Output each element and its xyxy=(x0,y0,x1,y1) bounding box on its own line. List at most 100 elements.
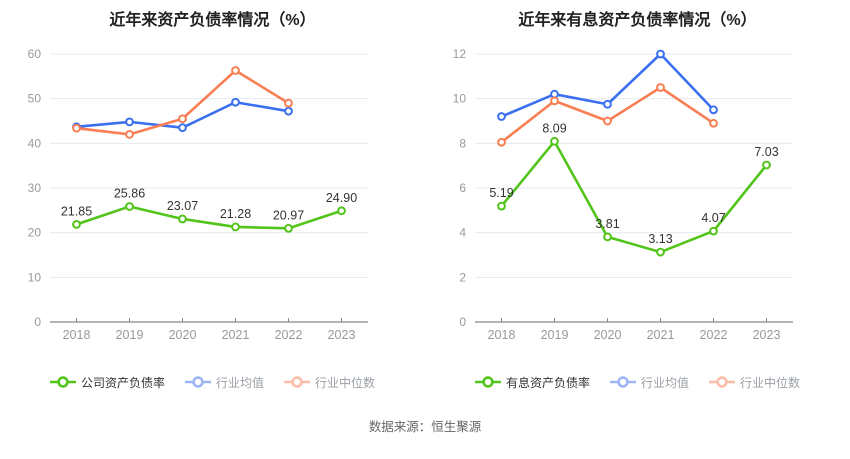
company-series-line xyxy=(500,140,768,254)
legend-label: 公司资产负债率 xyxy=(80,375,165,390)
legend-item-company[interactable]: 公司资产负债率 xyxy=(49,374,165,391)
industry_median-series[interactable] xyxy=(497,83,718,147)
y-axis-tick-label: 8 xyxy=(459,136,466,150)
legend-label: 行业均值 xyxy=(640,375,689,390)
company-series[interactable]: 21.85 25.86 23.07 21.28 20.97 24.90 xyxy=(61,186,357,233)
industry_avg-series[interactable] xyxy=(72,97,293,133)
industry_median-legend-marker xyxy=(284,376,310,388)
industry_avg-legend-marker xyxy=(609,376,636,388)
industry_median-series-point[interactable] xyxy=(284,98,293,108)
industry_avg-series-point[interactable] xyxy=(231,97,240,107)
legend-item-industry_median[interactable]: 行业中位数 xyxy=(284,374,375,391)
industry_avg-series[interactable] xyxy=(497,49,718,121)
industry_avg-series-point[interactable] xyxy=(497,112,506,121)
company-series-point[interactable] xyxy=(709,226,718,236)
x-axis-tick-label: 2019 xyxy=(541,328,569,340)
x-axis-tick-label: 2023 xyxy=(753,328,781,340)
company-series-line xyxy=(75,205,343,230)
charts-row: 近年来资产负债率情况（%） 0 10 20 30 40 50 60 2018 2019 2020 2… xyxy=(0,0,850,392)
debt-ratio-plot: 0 10 20 30 40 50 60 2018 2019 2020 2021 2022 2023 21.… xyxy=(28,47,368,340)
industry_median-series-point[interactable] xyxy=(709,118,718,128)
company-series-point[interactable] xyxy=(337,206,346,216)
y-axis-tick-label: 6 xyxy=(459,181,466,195)
x-axis-tick-label: 2020 xyxy=(594,328,622,340)
industry_avg-series-point[interactable] xyxy=(125,117,134,127)
industry_median-series[interactable] xyxy=(72,66,293,139)
company-series-point[interactable] xyxy=(762,160,771,170)
company-series-point[interactable] xyxy=(125,202,134,211)
x-axis-tick-label: 2021 xyxy=(222,328,250,340)
x-axis-tick-label: 2023 xyxy=(328,328,356,340)
x-axis-tick-label: 2019 xyxy=(116,328,144,340)
x-axis-tick-label: 2022 xyxy=(700,328,728,340)
x-axis-tick-label: 2021 xyxy=(647,328,675,340)
data-point-label: 7.03 xyxy=(754,145,778,159)
y-axis-tick-label: 30 xyxy=(28,181,42,195)
legend-label: 有息资产负债率 xyxy=(505,375,590,390)
x-axis-tick-label: 2018 xyxy=(63,328,91,340)
y-axis-tick-label: 10 xyxy=(28,270,42,284)
debt-ratio-legend: 公司资产负债率 行业均值 行业中位数 xyxy=(0,372,425,392)
data-source-caption: 数据来源：恒生聚源 xyxy=(368,420,482,434)
legend-item-industry_avg[interactable]: 行业均值 xyxy=(609,374,689,391)
y-axis-tick-label: 0 xyxy=(459,315,466,329)
debt-ratio-chart: 近年来资产负债率情况（%） 0 10 20 30 40 50 60 2018 2019 2020 2… xyxy=(0,0,425,392)
x-axis-tick-label: 2022 xyxy=(275,328,303,340)
data-point-label: 23.07 xyxy=(167,199,198,213)
y-axis-tick-label: 40 xyxy=(28,136,42,150)
legend-item-company[interactable]: 有息资产负债率 xyxy=(474,374,590,391)
y-axis-tick-label: 12 xyxy=(453,47,467,61)
y-axis-tick-label: 4 xyxy=(459,226,466,240)
data-point-label: 5.19 xyxy=(489,186,513,200)
industry_median-series-point[interactable] xyxy=(231,66,240,75)
industry_median-series-point[interactable] xyxy=(125,130,134,139)
legend-item-industry_median[interactable]: 行业中位数 xyxy=(709,374,800,391)
company-series-point[interactable] xyxy=(656,247,665,257)
industry_avg-series-point[interactable] xyxy=(709,105,718,115)
legend-label: 行业均值 xyxy=(215,375,264,390)
data-point-label: 3.81 xyxy=(595,217,619,231)
y-axis-tick-label: 60 xyxy=(28,47,42,61)
company-legend-marker xyxy=(49,376,76,388)
y-axis-tick-label: 0 xyxy=(34,315,41,329)
company-series[interactable]: 5.19 8.09 3.81 3.13 4.07 7.03 xyxy=(489,121,779,257)
industry_median-series-point[interactable] xyxy=(656,83,665,92)
company-series-point[interactable] xyxy=(72,220,81,229)
company-series-point[interactable] xyxy=(231,222,240,232)
industry_median-series-point[interactable] xyxy=(603,116,612,126)
data-point-label: 8.09 xyxy=(542,121,566,135)
legend-label: 行业中位数 xyxy=(740,375,801,390)
industry_avg-series-point[interactable] xyxy=(178,123,187,133)
industry_avg-series-point[interactable] xyxy=(284,106,293,116)
data-point-label: 21.28 xyxy=(220,207,251,221)
company-series-point[interactable] xyxy=(178,214,187,224)
y-axis-tick-label: 10 xyxy=(453,92,467,106)
industry_median-series-line xyxy=(500,86,715,144)
data-point-label: 3.13 xyxy=(648,232,672,246)
industry_avg-legend-marker xyxy=(184,376,211,388)
y-axis-tick-label: 50 xyxy=(28,92,42,106)
industry_median-series-point[interactable] xyxy=(72,123,81,133)
data-point-label: 21.85 xyxy=(61,204,92,218)
industry_median-legend-marker xyxy=(709,376,735,388)
industry_avg-series-point[interactable] xyxy=(603,99,612,109)
company-series-point[interactable] xyxy=(284,223,293,233)
interest-debt-ratio-legend: 有息资产负债率 行业均值 行业中位数 xyxy=(425,372,850,392)
data-point-label: 25.86 xyxy=(114,186,145,200)
company-series-point[interactable] xyxy=(550,136,559,146)
interest-debt-ratio-chart: 近年来有息资产负债率情况（%） 0 2 4 6 8 10 12 2018 2019 2020 202… xyxy=(425,0,850,392)
data-point-label: 20.97 xyxy=(273,208,304,222)
y-axis-tick-label: 2 xyxy=(459,270,466,284)
company-series-point[interactable] xyxy=(497,201,506,211)
company-series-point[interactable] xyxy=(603,232,612,242)
chart-title: 近年来资产负债率情况（%） xyxy=(109,12,316,29)
data-point-label: 4.07 xyxy=(701,211,725,225)
industry_median-series-point[interactable] xyxy=(550,96,559,106)
interest-debt-ratio-plot: 0 2 4 6 8 10 12 2018 2019 2020 2021 2022 2023 5.19 8.0… xyxy=(453,47,793,340)
industry_median-series-point[interactable] xyxy=(178,114,187,124)
legend-item-industry_avg[interactable]: 行业均值 xyxy=(184,374,264,391)
legend-label: 行业中位数 xyxy=(315,375,376,390)
industry_median-series-point[interactable] xyxy=(497,137,506,147)
industry_avg-series-point[interactable] xyxy=(656,49,665,59)
